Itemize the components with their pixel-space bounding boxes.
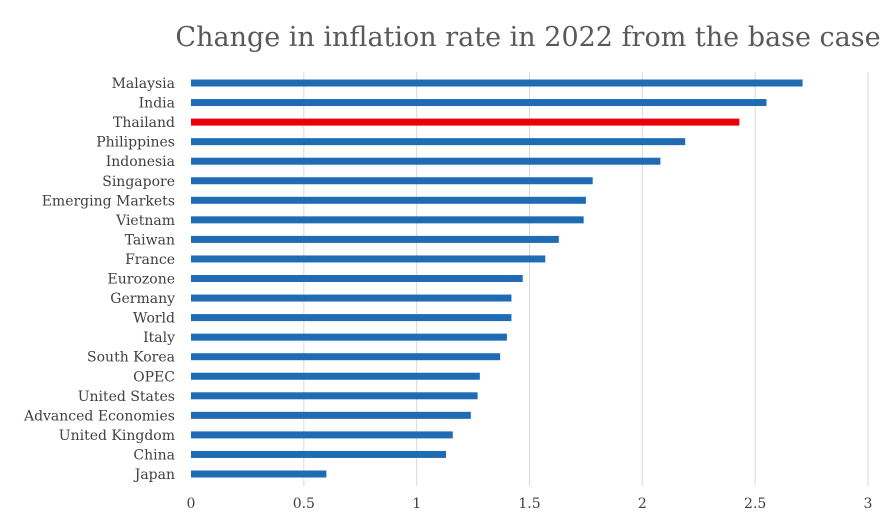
category-label: Japan [133, 467, 175, 483]
category-label: Eurozone [108, 272, 175, 288]
category-label: Thailand [113, 115, 175, 131]
bar-world [191, 314, 512, 322]
bar-italy [191, 333, 507, 341]
category-label: South Korea [87, 350, 175, 366]
category-labels: Malaysia India Thailand Philippines Indonesi… [23, 76, 175, 483]
bar-united-kingdom [191, 431, 453, 439]
category-label: Philippines [96, 135, 175, 151]
bar-south-korea [191, 353, 501, 361]
bar-indonesia [191, 157, 661, 165]
x-tick-label: 1 [412, 496, 421, 512]
category-label: Singapore [102, 174, 175, 190]
category-label: Germany [110, 291, 175, 307]
bar-thailand [191, 118, 740, 126]
bar-philippines [191, 138, 686, 146]
category-label: China [133, 447, 175, 463]
bar-united-states [191, 392, 478, 400]
bar-advanced-economies [191, 411, 471, 419]
bar-france [191, 255, 546, 263]
category-label: Advanced Economies [23, 408, 175, 424]
bar-malaysia [191, 79, 803, 87]
bar-taiwan [191, 235, 559, 243]
category-label: Taiwan [125, 232, 175, 248]
bar-germany [191, 294, 512, 302]
bar-eurozone [191, 275, 523, 282]
chart-title: Change in inflation rate in 2022 from th… [175, 22, 880, 53]
category-label: OPEC [133, 369, 175, 385]
x-tick-label: 0 [187, 496, 196, 512]
category-label: France [125, 252, 175, 268]
category-label: World [133, 311, 175, 327]
category-label: Emerging Markets [42, 193, 175, 209]
x-tick-label: 3 [864, 496, 873, 512]
x-tick-label: 0.5 [293, 496, 315, 512]
bar-singapore [191, 177, 593, 185]
category-label: Indonesia [106, 154, 175, 170]
bar-china [191, 450, 447, 458]
bar-opec [191, 372, 480, 380]
x-tick-label: 2.5 [744, 496, 766, 512]
category-label: United Kingdom [59, 428, 175, 444]
x-tick-label: 2 [638, 496, 647, 512]
bar-emerging-markets [191, 196, 586, 204]
bar-india [191, 99, 767, 107]
category-label: Malaysia [112, 76, 175, 92]
bars [191, 79, 803, 478]
category-label: United States [78, 389, 175, 405]
x-axis-tick-labels: 0 0.5 1 1.5 2 2.5 3 [187, 496, 873, 512]
category-label: Italy [143, 330, 175, 346]
bar-vietnam [191, 216, 584, 224]
bar-japan [191, 470, 327, 478]
category-label: Vietnam [115, 213, 175, 229]
category-label: India [139, 96, 175, 112]
x-tick-label: 1.5 [518, 496, 540, 512]
